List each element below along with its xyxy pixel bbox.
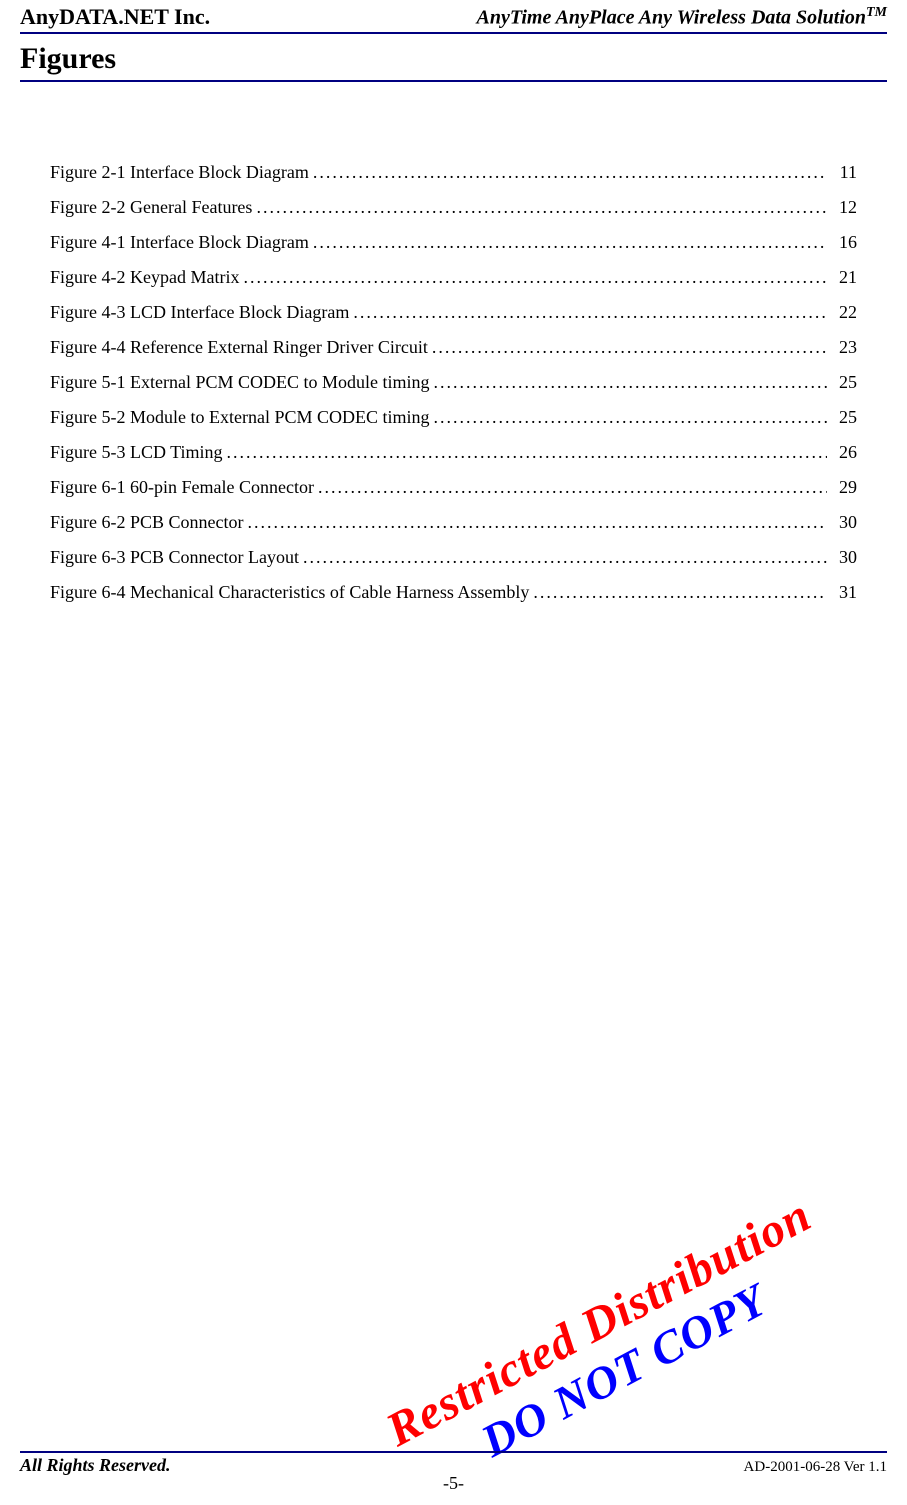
- footer-rights: All Rights Reserved.: [20, 1455, 171, 1476]
- toc-entry: Figure 5-3 LCD Timing 26: [50, 442, 857, 463]
- page-header: AnyDATA.NET Inc. AnyTime AnyPlace Any Wi…: [20, 0, 887, 34]
- toc-page-number: 12: [831, 197, 857, 218]
- toc-entry: Figure 6-3 PCB Connector Layout 30: [50, 547, 857, 568]
- toc-page-number: 21: [831, 267, 857, 288]
- toc-label: Figure 4-3 LCD Interface Block Diagram: [50, 302, 349, 323]
- toc-entry: Figure 4-2 Keypad Matrix 21: [50, 267, 857, 288]
- toc-leader-dots: [256, 197, 827, 218]
- toc-leader-dots: [533, 582, 827, 603]
- toc-leader-dots: [434, 407, 828, 428]
- toc-label: Figure 4-2 Keypad Matrix: [50, 267, 239, 288]
- toc-label: Figure 5-2 Module to External PCM CODEC …: [50, 407, 430, 428]
- tagline-text: AnyTime AnyPlace Any Wireless Data Solut…: [477, 7, 866, 29]
- footer-doc-id: AD-2001-06-28 Ver 1.1: [744, 1459, 887, 1476]
- toc-entry: Figure 2-1 Interface Block Diagram 11: [50, 162, 857, 183]
- toc-page-number: 26: [831, 442, 857, 463]
- toc-label: Figure 6-1 60-pin Female Connector: [50, 477, 314, 498]
- toc-label: Figure 2-2 General Features: [50, 197, 252, 218]
- toc-page-number: 29: [831, 477, 857, 498]
- toc-entry: Figure 4-3 LCD Interface Block Diagram 2…: [50, 302, 857, 323]
- toc-leader-dots: [318, 477, 827, 498]
- toc-content: Figure 2-1 Interface Block Diagram 11 Fi…: [20, 82, 887, 603]
- toc-leader-dots: [248, 512, 828, 533]
- section-title: Figures: [20, 42, 887, 82]
- toc-page-number: 25: [831, 407, 857, 428]
- toc-label: Figure 4-4 Reference External Ringer Dri…: [50, 337, 428, 358]
- toc-label: Figure 6-4 Mechanical Characteristics of…: [50, 582, 529, 603]
- tagline: AnyTime AnyPlace Any Wireless Data Solut…: [477, 5, 887, 30]
- toc-entry: Figure 4-1 Interface Block Diagram 16: [50, 232, 857, 253]
- toc-page-number: 30: [831, 547, 857, 568]
- toc-leader-dots: [353, 302, 827, 323]
- toc-entry: Figure 4-4 Reference External Ringer Dri…: [50, 337, 857, 358]
- toc-page-number: 16: [831, 232, 857, 253]
- tagline-tm: TM: [866, 5, 887, 20]
- toc-page-number: 25: [831, 372, 857, 393]
- toc-page-number: 11: [831, 162, 857, 183]
- toc-entry: Figure 6-2 PCB Connector 30: [50, 512, 857, 533]
- toc-leader-dots: [434, 372, 828, 393]
- toc-label: Figure 6-2 PCB Connector: [50, 512, 244, 533]
- toc-entry: Figure 5-1 External PCM CODEC to Module …: [50, 372, 857, 393]
- toc-leader-dots: [313, 232, 827, 253]
- toc-page-number: 22: [831, 302, 857, 323]
- toc-label: Figure 6-3 PCB Connector Layout: [50, 547, 299, 568]
- toc-page-number: 30: [831, 512, 857, 533]
- company-name: AnyDATA.NET Inc.: [20, 4, 210, 30]
- toc-entry: Figure 5-2 Module to External PCM CODEC …: [50, 407, 857, 428]
- toc-label: Figure 5-1 External PCM CODEC to Module …: [50, 372, 430, 393]
- toc-entry: Figure 6-4 Mechanical Characteristics of…: [50, 582, 857, 603]
- toc-leader-dots: [432, 337, 827, 358]
- page-container: AnyDATA.NET Inc. AnyTime AnyPlace Any Wi…: [0, 0, 907, 1490]
- toc-label: Figure 4-1 Interface Block Diagram: [50, 232, 309, 253]
- toc-label: Figure 5-3 LCD Timing: [50, 442, 223, 463]
- footer-page-number: -5-: [443, 1473, 464, 1494]
- toc-page-number: 31: [831, 582, 857, 603]
- toc-leader-dots: [227, 442, 827, 463]
- page-footer: All Rights Reserved. AD-2001-06-28 Ver 1…: [20, 1451, 887, 1476]
- toc-entry: Figure 6-1 60-pin Female Connector 29: [50, 477, 857, 498]
- toc-leader-dots: [313, 162, 827, 183]
- toc-page-number: 23: [831, 337, 857, 358]
- toc-leader-dots: [303, 547, 827, 568]
- toc-leader-dots: [243, 267, 827, 288]
- toc-label: Figure 2-1 Interface Block Diagram: [50, 162, 309, 183]
- toc-entry: Figure 2-2 General Features 12: [50, 197, 857, 218]
